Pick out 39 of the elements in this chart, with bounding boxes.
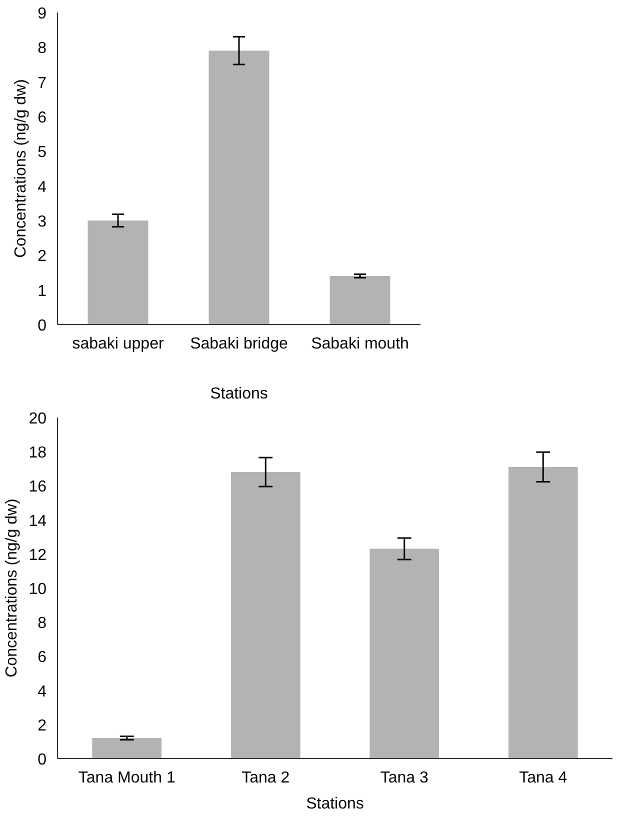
y-tick-label: 14	[28, 512, 47, 530]
y-tick-label: 12	[28, 546, 47, 564]
y-tick-label: 3	[38, 214, 47, 230]
y-tick-label: 9	[38, 6, 47, 22]
y-tick-label: 2	[38, 717, 47, 734]
y-tick-label: 2	[38, 248, 47, 266]
x-tick-label: Tana 3	[380, 770, 428, 786]
y-tick-label: 0	[38, 752, 47, 768]
y-axis-title: Concentrations (ng/g dw)	[12, 79, 30, 258]
y-tick-label: 0	[38, 318, 47, 334]
y-tick-label: 8	[38, 615, 47, 632]
x-tick-label: Tana 2	[242, 770, 290, 786]
bar	[370, 548, 440, 758]
bar	[330, 276, 390, 324]
y-tick-label: 5	[38, 144, 47, 162]
y-tick-label: 20	[28, 410, 47, 428]
bar	[92, 738, 162, 758]
y-axis-title: Concentrations (ng/g dw)	[4, 498, 21, 678]
x-tick-label: Sabaki bridge	[190, 336, 288, 352]
y-tick-label: 4	[38, 178, 47, 196]
bar	[88, 220, 148, 324]
bar	[208, 50, 270, 324]
y-tick-label: 7	[38, 74, 47, 92]
y-tick-label: 10	[28, 581, 47, 598]
bar	[230, 472, 300, 758]
x-tick-label: sabaki upper	[72, 336, 164, 352]
y-tick-label: 6	[38, 649, 47, 666]
x-tick-label: Tana Mouth 1	[78, 770, 176, 786]
y-tick-label: 6	[38, 110, 47, 126]
x-axis-title: Stations	[306, 796, 364, 812]
y-tick-label: 16	[28, 478, 47, 496]
x-tick-label: Sabaki mouth	[311, 336, 409, 352]
y-tick-label: 18	[28, 444, 47, 462]
x-tick-label: Tana 4	[519, 770, 568, 786]
y-tick-label: 8	[38, 40, 47, 58]
y-tick-label: 4	[38, 683, 47, 700]
y-tick-label: 1	[38, 282, 47, 300]
bar	[508, 466, 578, 758]
x-axis-title: Stations	[210, 386, 268, 402]
